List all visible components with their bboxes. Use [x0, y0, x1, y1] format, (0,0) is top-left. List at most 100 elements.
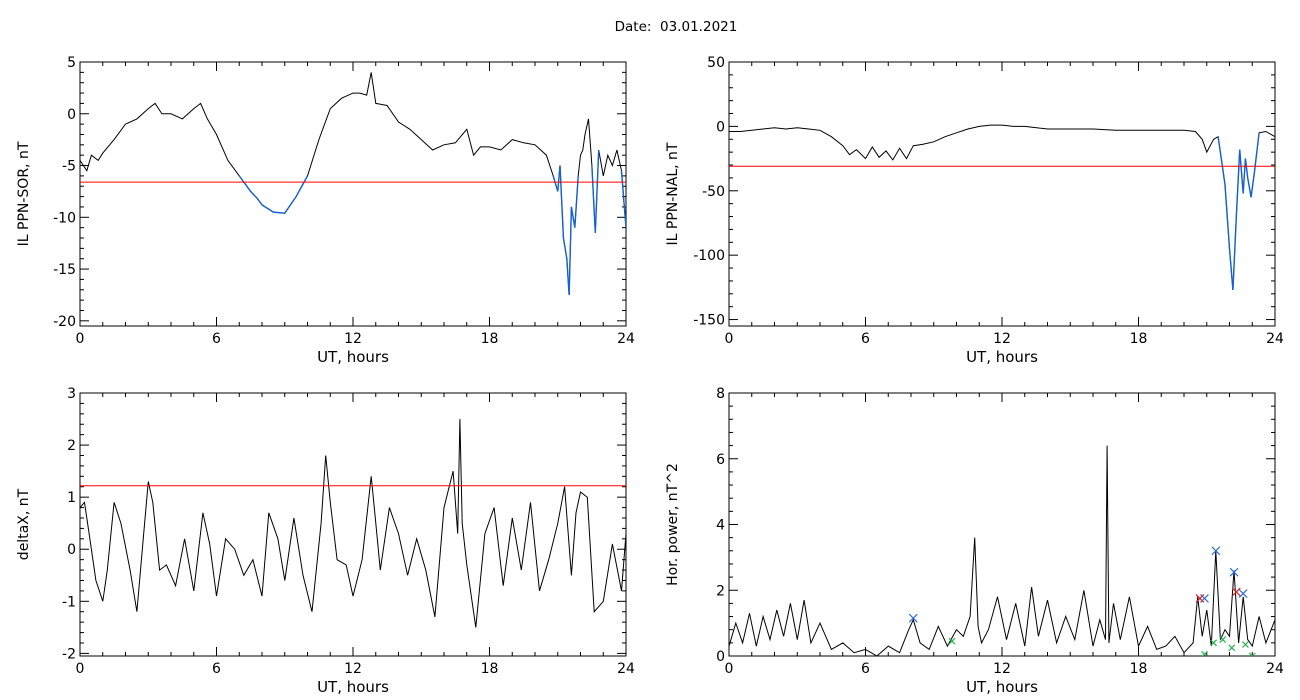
y-tick-label: 2: [716, 583, 725, 599]
plot-area: [80, 418, 626, 628]
marker-green: [948, 637, 956, 645]
highlight-segment: [1253, 132, 1260, 172]
y-axis-label: IL PPN-SOR, nT: [16, 141, 32, 246]
marker-blue: [1229, 567, 1239, 577]
highlight-segment: [250, 190, 258, 200]
highlight-segment: [1250, 171, 1256, 198]
y-tick-label: -5: [62, 159, 76, 175]
highlight-segment: [256, 198, 263, 206]
highlight-segment: [552, 175, 559, 192]
marker-green: [1228, 644, 1236, 652]
highlight-segment: [591, 165, 596, 233]
highlight-segment: [1228, 248, 1234, 290]
y-tick-label: 0: [716, 119, 725, 135]
x-tick-label: 6: [212, 331, 221, 347]
panel-nal: 0 6 12 18 24 -150 -100 -50 0 50 UT, hours IL PPN-NA…: [665, 55, 1284, 366]
x-tick-label: 12: [993, 331, 1011, 347]
highlight-segment: [1235, 149, 1241, 217]
x-tick-label: 0: [76, 661, 85, 677]
highlight-segment: [1217, 136, 1226, 185]
x-tick-label: 24: [617, 331, 635, 347]
marker-stroke: [948, 637, 956, 645]
y-tick-label: 1: [67, 490, 76, 506]
y-tick-label: -10: [53, 210, 76, 226]
highlight-segment: [574, 175, 579, 228]
series-line: [729, 124, 1275, 290]
series-line: [80, 72, 626, 295]
y-tick-label: -15: [53, 262, 76, 278]
y-tick-label: 8: [716, 386, 725, 402]
highlight-segment: [1239, 149, 1244, 194]
y-tick-label: 50: [707, 55, 725, 71]
x-tick-label: 18: [1130, 331, 1148, 347]
marker-stroke: [1195, 594, 1205, 603]
y-tick-label: -20: [53, 314, 76, 330]
y-tick-label: 4: [716, 518, 725, 534]
x-tick-label: 18: [481, 661, 499, 677]
marker-green: [1219, 636, 1227, 643]
highlight-segment: [570, 206, 576, 228]
highlight-segment: [273, 211, 285, 214]
plot-area: [80, 72, 626, 295]
marker-stroke: [1219, 636, 1227, 643]
x-tick-label: 12: [344, 331, 362, 347]
marker-stroke: [1242, 641, 1249, 648]
marker-stroke: [1251, 652, 1256, 656]
plot-frame: [728, 61, 1276, 327]
y-tick-label: -2: [62, 646, 76, 662]
page-title: Date: 03.01.2021: [614, 19, 738, 35]
highlight-segment: [1232, 216, 1238, 290]
marker-green: [1242, 641, 1249, 648]
highlight-segment: [284, 196, 297, 214]
marker-stroke: [1231, 587, 1241, 597]
marker-stroke: [1201, 650, 1208, 656]
y-tick-label: -100: [693, 248, 725, 264]
marker-blue: [908, 613, 918, 623]
y-tick-label: 6: [716, 452, 725, 468]
x-tick-label: 6: [212, 661, 221, 677]
highlight-segment: [594, 149, 600, 233]
x-axis-label: UT, hours: [317, 678, 389, 696]
x-tick-label: 24: [617, 661, 635, 677]
highlight-segment: [1242, 158, 1247, 194]
y-tick-label: -1: [62, 594, 76, 610]
highlight-segment: [295, 175, 309, 197]
marker-stroke: [908, 613, 918, 623]
y-tick-label: 2: [67, 438, 76, 454]
marker-blue: [1211, 546, 1221, 556]
x-tick-label: 0: [725, 661, 734, 677]
marker-blue: [1200, 594, 1209, 603]
marker-stroke: [1229, 567, 1239, 577]
y-axis-label: Hor. power, nT^2: [665, 463, 681, 586]
y-tick-label: 0: [716, 649, 725, 665]
marker-red: [1195, 594, 1205, 603]
marker-green: [1210, 639, 1217, 647]
marker-green: [1201, 650, 1208, 656]
x-tick-label: 0: [76, 331, 85, 347]
x-tick-label: 6: [861, 661, 870, 677]
marker-red: [1231, 587, 1241, 597]
x-tick-label: 6: [861, 331, 870, 347]
y-tick-label: 0: [67, 542, 76, 558]
marker-blue: [1238, 589, 1248, 598]
highlight-segment: [559, 165, 565, 239]
y-axis-label: IL PPN-NAL, nT: [665, 142, 681, 245]
marker-green: [1248, 652, 1256, 656]
y-tick-label: 3: [67, 386, 76, 402]
highlight-segment: [261, 204, 274, 213]
y-tick-label: 0: [67, 107, 76, 123]
marker-stroke: [1228, 644, 1236, 652]
highlight-segment: [620, 170, 626, 228]
x-tick-label: 18: [1130, 661, 1148, 677]
x-tick-label: 24: [1266, 661, 1284, 677]
series-line: [80, 418, 626, 628]
marker-stroke: [1211, 546, 1221, 556]
x-tick-label: 12: [993, 661, 1011, 677]
x-axis-label: UT, hours: [966, 348, 1038, 366]
highlight-segment: [1247, 177, 1252, 198]
marker-stroke: [1248, 652, 1254, 656]
x-tick-label: 18: [481, 331, 499, 347]
